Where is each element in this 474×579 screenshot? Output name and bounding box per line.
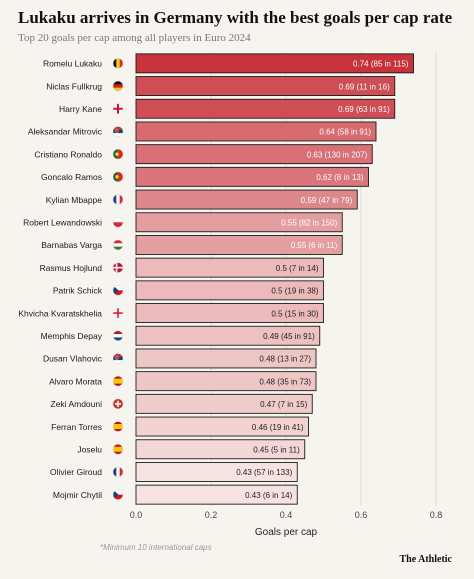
category-label: Olivier Giroud <box>50 467 102 477</box>
bar-value-label: 0.69 (11 in 16) <box>339 82 390 91</box>
bar-value-label: 0.5 (7 in 14) <box>276 264 319 273</box>
x-tick-label: 0.4 <box>280 510 293 520</box>
bar <box>135 76 396 97</box>
bar-value-label: 0.55 (82 in 150) <box>281 218 337 227</box>
bar <box>135 53 414 74</box>
spain-flag-icon <box>112 421 124 432</box>
category-label: Harry Kane <box>59 104 102 114</box>
x-tick-label: 0.2 <box>205 510 218 520</box>
czechia-flag-icon <box>112 489 124 500</box>
bar <box>135 416 309 437</box>
bar-value-label: 0.59 (47 in 79) <box>301 196 353 205</box>
bar <box>135 348 317 369</box>
portugal-flag-icon <box>112 148 124 160</box>
bar-value-label: 0.43 (6 in 14) <box>245 491 292 500</box>
bar-value-label: 0.49 (45 in 91) <box>263 332 315 341</box>
category-label: Khvicha Kvaratskhelia <box>18 308 102 318</box>
bar <box>135 371 317 392</box>
bar-value-label: 0.62 (8 in 13) <box>316 173 363 182</box>
category-label: Goncalo Ramos <box>41 172 102 182</box>
bar <box>135 121 377 142</box>
serbia-flag-icon <box>112 126 124 137</box>
bar-value-label: 0.48 (35 in 73) <box>259 377 311 386</box>
category-label: Joselu <box>77 444 102 454</box>
czechia-flag-icon <box>112 285 124 296</box>
bar-value-label: 0.63 (130 in 207) <box>307 150 368 159</box>
chart-title: Lukaku arrives in Germany with the best … <box>18 8 453 27</box>
bar <box>135 393 313 414</box>
spain-flag-icon <box>112 444 124 455</box>
category-label: Aleksandar Mitrovic <box>28 127 103 137</box>
category-label: Niclas Fullkrug <box>46 81 102 91</box>
bar-value-label: 0.5 (19 in 38) <box>271 287 318 296</box>
footnote: *Minimum 10 international caps <box>100 543 212 552</box>
spain-flag-icon <box>112 375 124 387</box>
bar <box>135 325 321 346</box>
bar <box>135 303 324 323</box>
germany-flag-icon <box>112 80 124 92</box>
bar-value-label: 0.45 (5 in 11) <box>253 445 300 454</box>
bar <box>135 280 324 301</box>
category-label: Zeki Amdouni <box>51 399 103 409</box>
chart-subtitle: Top 20 goals per cap among all players i… <box>18 32 251 44</box>
bar <box>135 212 343 233</box>
bar-value-label: 0.5 (15 in 30) <box>271 309 318 318</box>
bar <box>135 98 396 119</box>
category-label: Mojmir Chytil <box>53 490 102 500</box>
bar <box>135 462 298 482</box>
category-label: Rasmus Hojlund <box>40 263 103 273</box>
category-label: Robert Lewandowski <box>23 217 102 227</box>
category-label: Patrik Schick <box>53 286 103 296</box>
hungary-flag-icon <box>112 239 124 251</box>
category-label: Cristiano Ronaldo <box>34 149 102 159</box>
switzerland-flag-icon <box>112 398 124 410</box>
france-flag-icon <box>112 466 124 478</box>
bar-value-label: 0.47 (7 in 15) <box>260 400 307 409</box>
serbia-flag-icon <box>112 353 124 364</box>
bar-value-label: 0.74 (85 in 115) <box>353 60 409 69</box>
x-axis-label: Goals per cap <box>255 527 318 538</box>
bar-value-label: 0.64 (58 in 91) <box>319 128 371 137</box>
category-label: Barnabas Varga <box>41 240 102 250</box>
georgia-flag-icon <box>112 307 124 319</box>
portugal-flag-icon <box>112 171 124 183</box>
category-label: Alvaro Morata <box>49 376 102 386</box>
bar-value-label: 0.48 (13 in 27) <box>259 355 311 364</box>
bar <box>135 257 324 278</box>
belgium-flag-icon <box>112 58 124 69</box>
bar-value-label: 0.43 (57 in 133) <box>236 468 292 477</box>
netherlands-flag-icon <box>112 330 124 341</box>
x-tick-label: 0.6 <box>355 510 368 520</box>
france-flag-icon <box>112 194 124 205</box>
bar <box>135 144 373 165</box>
bar <box>135 439 306 460</box>
category-label: Kylian Mbappe <box>46 195 103 205</box>
category-label: Ferran Torres <box>51 422 102 432</box>
poland-flag-icon <box>112 217 124 228</box>
england-flag-icon <box>112 103 124 114</box>
brand-logo: The Athletic <box>399 554 453 565</box>
category-label: Romelu Lukaku <box>43 59 102 69</box>
bar <box>135 166 369 187</box>
x-tick-label: 0.8 <box>430 510 443 520</box>
bar <box>135 484 298 505</box>
x-tick-label: 0.0 <box>130 510 143 520</box>
denmark-flag-icon <box>112 262 124 273</box>
bar-value-label: 0.55 (6 in 11) <box>291 241 338 250</box>
bar <box>135 189 358 210</box>
bar <box>135 234 343 255</box>
category-label: Dusan Vlahovic <box>43 354 103 364</box>
category-label: Memphis Depay <box>41 331 103 341</box>
bar-value-label: 0.69 (63 in 91) <box>338 105 390 114</box>
bar-value-label: 0.46 (19 in 41) <box>252 423 304 432</box>
